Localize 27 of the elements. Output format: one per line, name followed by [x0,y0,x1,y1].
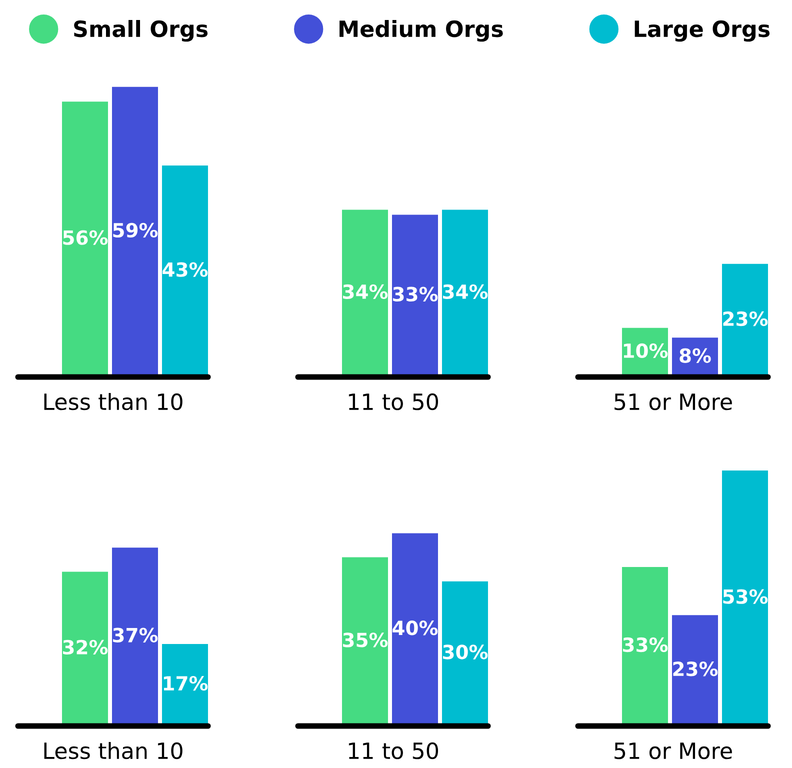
data-label: 37% [113,628,158,642]
legend-label: Medium Orgs [340,20,503,42]
data-label: 34% [443,284,488,300]
data-label: 23% [723,311,768,326]
x-axis-title: 51 or More [614,742,732,760]
data-label: 40% [392,620,438,636]
data-label: 8% [680,348,711,363]
data-label: 33% [393,286,438,302]
legend-label: Large Orgs [634,20,770,42]
data-label: 30% [443,644,488,660]
x-axis-title: Less than 10 [44,392,182,410]
data-label: 35% [343,632,388,648]
x-axis-title: 11 to 50 [348,742,438,760]
data-label: 32% [63,640,108,655]
x-axis-title: 51 or More [614,394,732,410]
x-axis-title: 11 to 50 [348,393,438,410]
data-label: 17% [164,676,208,691]
data-label: 33% [623,637,668,652]
data-label: 56% [63,230,108,245]
data-label: 53% [723,589,768,604]
data-label: 43% [162,262,208,277]
data-label: 10% [624,343,668,358]
legend-label: Small Orgs [74,20,208,42]
data-label: 59% [113,222,158,238]
data-label: 34% [343,284,388,300]
x-axis-title: Less than 10 [44,742,182,760]
data-label: 23% [673,662,718,676]
